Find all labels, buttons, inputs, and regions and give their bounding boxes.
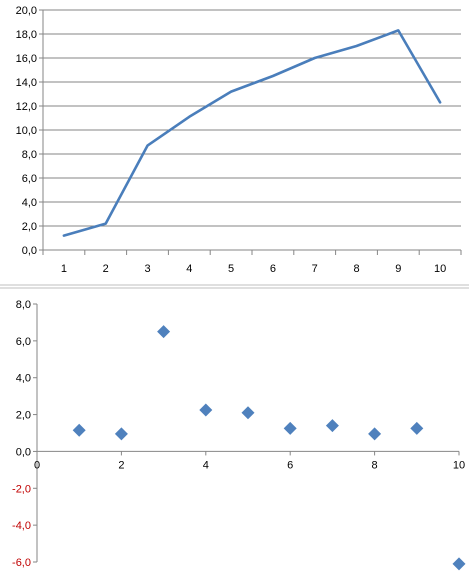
x-tick-label: 4 <box>203 459 209 471</box>
x-tick-label: 5 <box>228 263 234 275</box>
x-tick-label: 6 <box>270 263 276 275</box>
x-tick-label: 2 <box>103 263 109 275</box>
data-point <box>452 557 466 571</box>
y-tick-label: 0,0 <box>16 446 31 458</box>
x-tick-label: 10 <box>453 459 465 471</box>
y-tick-label: 10,0 <box>16 125 37 137</box>
data-point <box>283 421 297 435</box>
data-point <box>114 427 128 441</box>
x-tick-label: 8 <box>372 459 378 471</box>
y-tick-label: 14,0 <box>16 77 37 89</box>
y-tick-label: 0,0 <box>22 245 37 257</box>
x-tick-label: 8 <box>353 263 359 275</box>
x-tick-label: 3 <box>144 263 150 275</box>
y-tick-label: 6,0 <box>16 336 31 348</box>
y-tick-label: -6,0 <box>12 557 31 569</box>
data-point <box>199 403 213 417</box>
y-tick-label: 6,0 <box>22 173 37 185</box>
y-tick-label: 4,0 <box>22 197 37 209</box>
y-tick-label: 18,0 <box>16 29 37 41</box>
x-tick-label: 0 <box>34 459 40 471</box>
x-tick-label: 10 <box>434 263 446 275</box>
y-tick-label: -2,0 <box>12 483 31 495</box>
x-tick-label: 1 <box>61 263 67 275</box>
data-point <box>72 423 86 437</box>
y-tick-label: 20,0 <box>16 5 37 17</box>
y-tick-label: 16,0 <box>16 53 37 65</box>
data-point <box>368 427 382 441</box>
data-point <box>410 421 424 435</box>
x-tick-label: 6 <box>287 459 293 471</box>
line-chart: 0,0 2,0 4,0 6,0 8,0 10,0 12,0 14,0 16,0 18,0 20,0 1… <box>16 5 462 275</box>
y-tick-label: -4,0 <box>12 520 31 532</box>
series-line <box>62 29 442 237</box>
y-tick-label: 8,0 <box>22 149 37 161</box>
x-tick-label: 2 <box>118 459 124 471</box>
y-tick-label: 2,0 <box>16 410 31 422</box>
x-tick-label: 9 <box>395 263 401 275</box>
y-tick-label: 8,0 <box>16 299 31 311</box>
y-tick-label: 2,0 <box>22 221 37 233</box>
data-point <box>241 406 255 420</box>
y-tick-label: 12,0 <box>16 101 37 113</box>
data-point <box>325 419 339 433</box>
x-tick-label: 4 <box>186 263 192 275</box>
data-point <box>157 325 171 339</box>
scatter-chart: 8,0 6,0 4,0 2,0 0,0 -2,0 -4,0 -6,0 0 2 4 6 8 10 <box>12 299 466 571</box>
x-tick-label: 7 <box>312 263 318 275</box>
y-tick-label: 4,0 <box>16 373 31 385</box>
